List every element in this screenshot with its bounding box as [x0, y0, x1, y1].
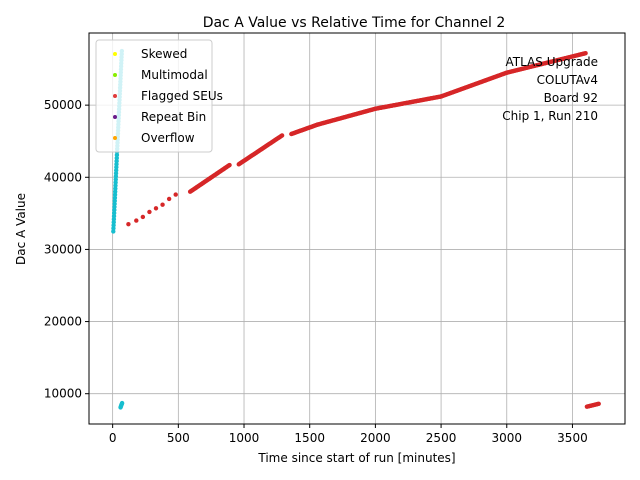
legend-marker: [113, 115, 117, 119]
data-point: [279, 133, 285, 138]
data-point: [173, 192, 178, 197]
data-point: [134, 218, 139, 223]
annotation-line: Board 92: [544, 91, 598, 105]
data-point: [147, 209, 152, 215]
y-tick-label: 10000: [44, 387, 82, 401]
data-point: [153, 206, 159, 211]
x-tick-label: 2000: [360, 431, 391, 445]
annotation-line: ATLAS Upgrade: [505, 55, 598, 69]
y-tick-label: 30000: [44, 242, 82, 256]
y-axis: 10000 20000 30000 40000 50000: [44, 98, 89, 401]
legend-marker: [113, 52, 117, 56]
legend-entry: Repeat Bin: [141, 110, 206, 124]
data-point: [126, 221, 131, 227]
x-tick-label: 3000: [491, 431, 522, 445]
data-point: [119, 400, 125, 406]
plot-frame: [88, 32, 626, 425]
legend-marker: [113, 73, 117, 77]
data-point: [166, 196, 172, 202]
x-tick-label: 1500: [294, 431, 325, 445]
chart-annotation: ATLAS Upgrade COLUTAv4 Board 92 Chip 1, Run…: [502, 55, 598, 123]
y-tick-label: 50000: [44, 98, 82, 112]
x-tick-label: 1000: [229, 431, 260, 445]
x-axis-label: Time since start of run [minutes]: [257, 451, 455, 465]
y-tick-label: 40000: [44, 170, 82, 184]
data-point: [596, 401, 601, 407]
x-tick-label: 2500: [426, 431, 457, 445]
x-tick-label: 3500: [557, 431, 588, 445]
legend-entry: Multimodal: [141, 68, 208, 82]
legend-entry: Flagged SEUs: [141, 89, 223, 103]
y-axis-label: Dac A Value: [14, 193, 28, 265]
legend-entry: Overflow: [141, 131, 195, 145]
chart-title: Dac A Value vs Relative Time for Channel…: [203, 15, 506, 31]
legend-marker: [113, 94, 117, 98]
x-tick-label: 500: [167, 431, 190, 445]
annotation-line: COLUTAv4: [537, 73, 598, 87]
annotation-line: Chip 1, Run 210: [502, 109, 598, 123]
legend-entry: Skewed: [141, 47, 187, 61]
legend-box: [95, 39, 213, 153]
data-point: [227, 162, 232, 168]
data-point: [140, 214, 146, 220]
x-tick-label: 0: [109, 431, 117, 445]
x-axis: 0 500 1000 1500 2000 2500 3000 3500: [109, 424, 588, 445]
y-tick-label: 20000: [44, 315, 82, 329]
legend: Skewed Multimodal Flagged SEUs Repeat Bin Ov…: [95, 39, 223, 153]
legend-marker: [113, 136, 117, 140]
data-point: [160, 202, 165, 207]
data-points: [111, 48, 601, 410]
data-point: [583, 50, 588, 56]
